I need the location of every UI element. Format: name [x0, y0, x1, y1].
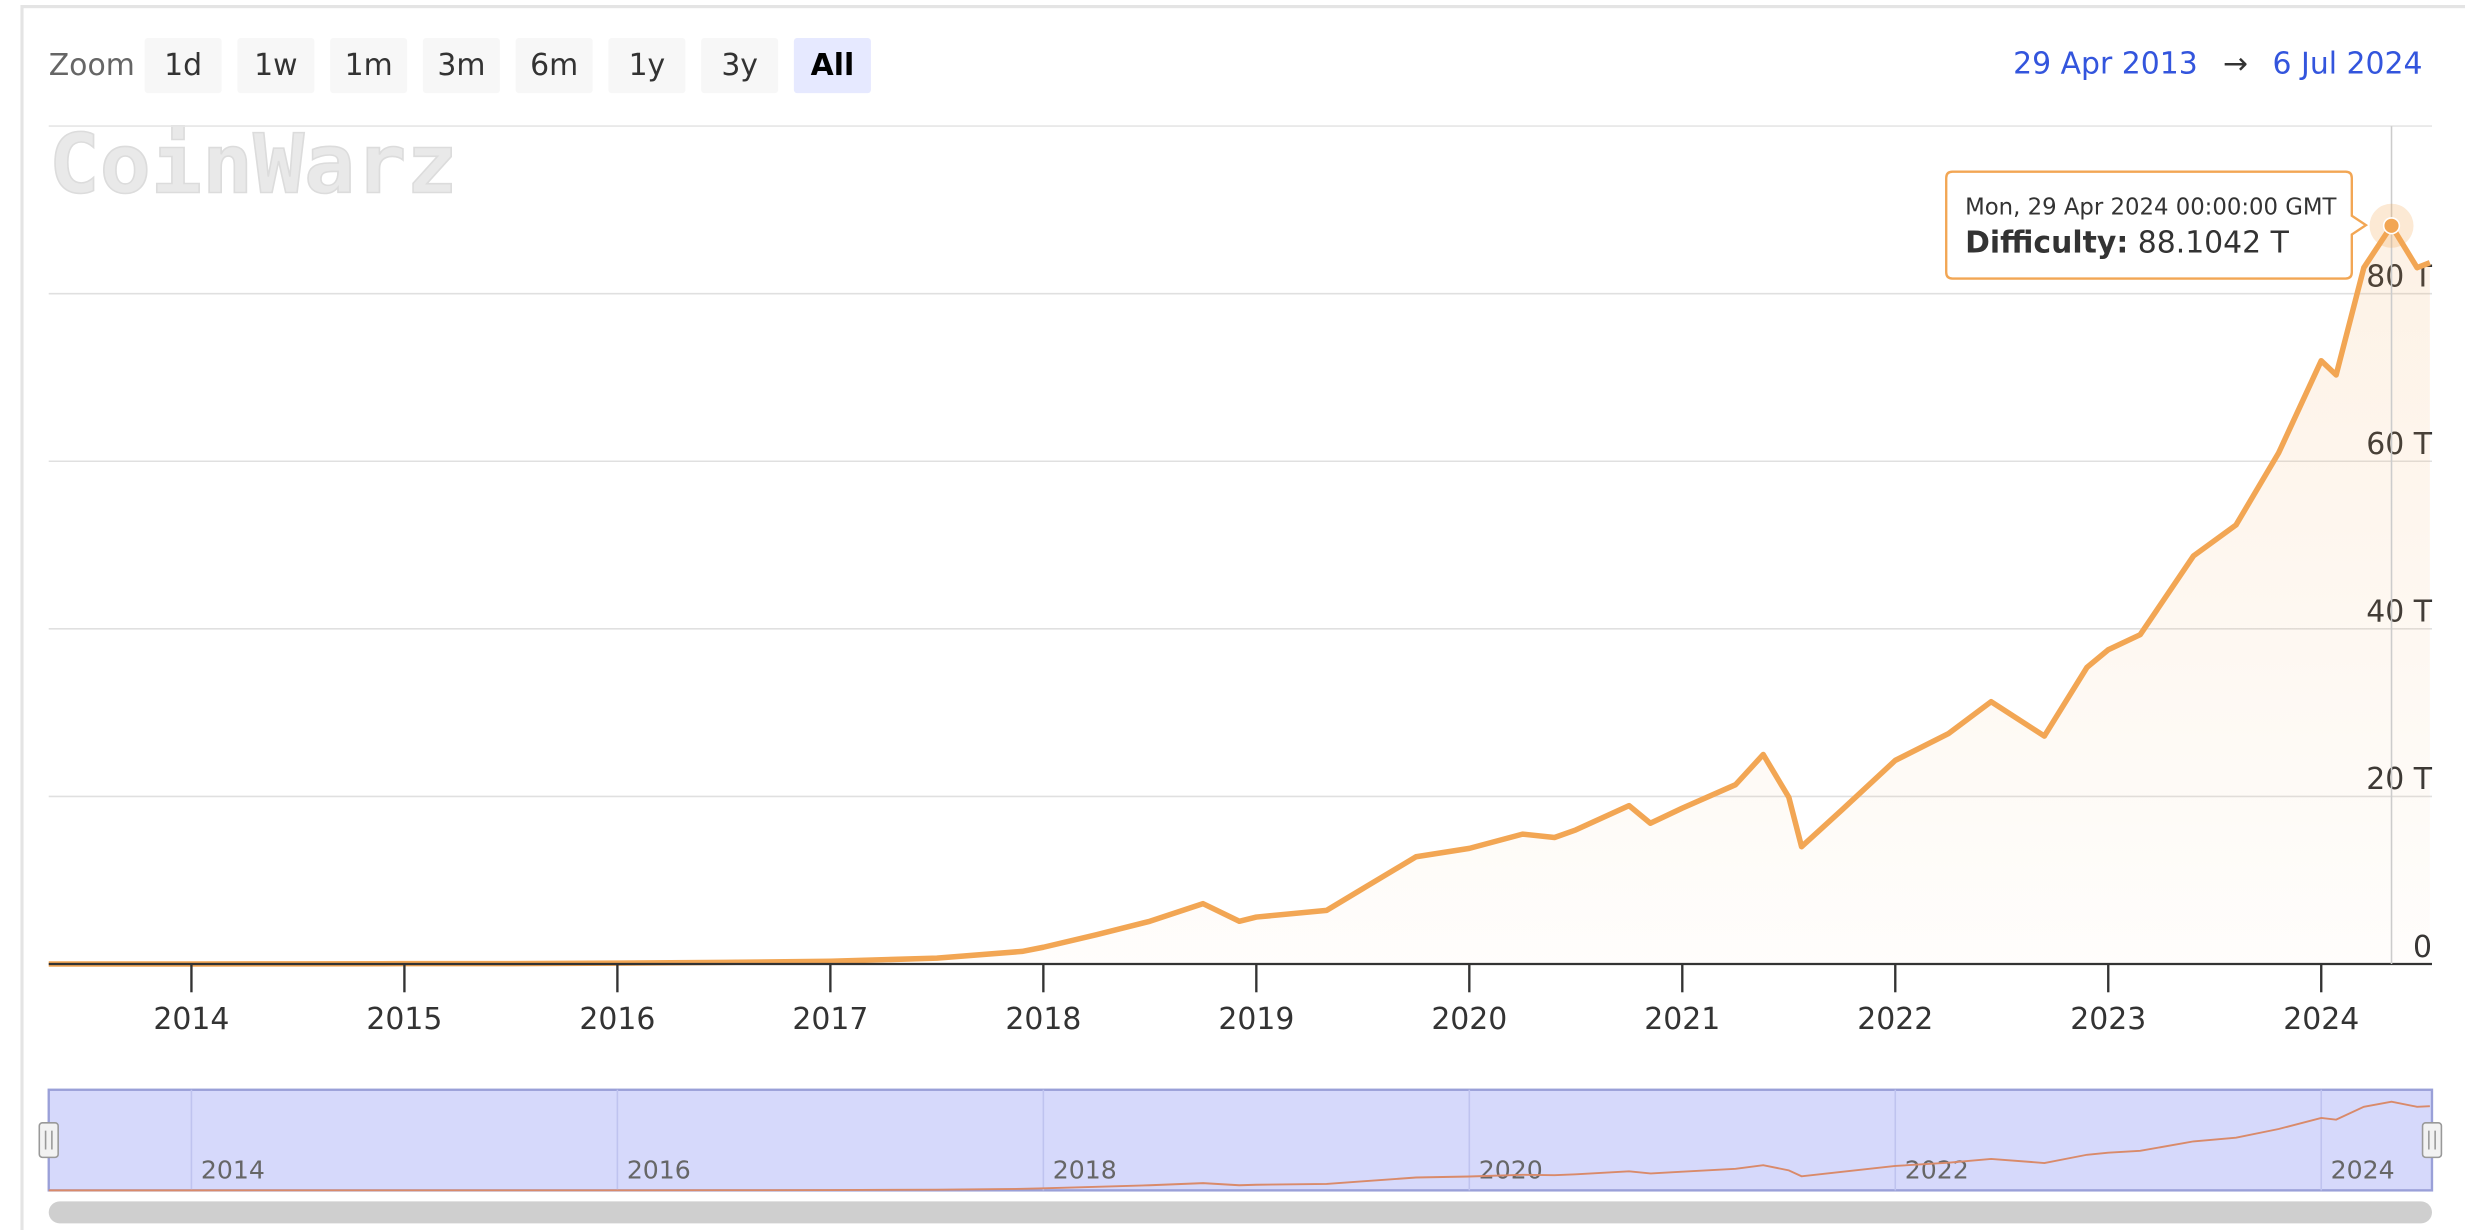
zoom-button-label[interactable]: 1y	[629, 48, 666, 83]
zoom-button-label[interactable]: 1w	[254, 48, 297, 83]
zoom-button[interactable]	[237, 38, 315, 94]
navigator-label: 2020	[1479, 1156, 1543, 1185]
navigator-handle[interactable]	[2421, 1121, 2443, 1159]
zoom-button-label[interactable]: All	[811, 48, 855, 83]
navigator-label: 2016	[627, 1156, 691, 1185]
zoom-button-label[interactable]: 3y	[721, 48, 758, 83]
zoom-button-label[interactable]: 3m	[437, 48, 485, 83]
zoom-button[interactable]	[515, 38, 593, 94]
line	[48, 223, 2431, 967]
zoom-button[interactable]	[608, 38, 686, 94]
x-tick-label: 2020	[1431, 1002, 1507, 1037]
navigator-label: 2024	[2331, 1156, 2395, 1185]
range-from[interactable]: 29 Apr 2013	[2013, 46, 2198, 81]
navigator-label: 2014	[201, 1156, 265, 1185]
range-to[interactable]: 6 Jul 2024	[2273, 46, 2423, 81]
scrollbar[interactable]	[48, 1201, 2432, 1224]
zoom-button[interactable]	[144, 38, 222, 94]
x-tick-label: 2021	[1644, 1002, 1720, 1037]
x-tick-label: 2014	[153, 1002, 229, 1037]
navigator-line	[48, 1100, 2430, 1192]
tooltip-date: Mon, 29 Apr 2024 00:00:00 GMT	[1965, 194, 2336, 220]
x-tick-label: 2019	[1218, 1002, 1294, 1037]
navigator-handle[interactable]	[38, 1121, 59, 1159]
navigator-label: 2018	[1053, 1156, 1117, 1185]
x-tick-label: 2018	[1005, 1002, 1081, 1037]
x-tick-label: 2015	[366, 1002, 442, 1037]
zoom-button[interactable]	[330, 38, 408, 94]
tooltip-value: 88.1042 T	[2138, 225, 2290, 260]
zoom-button[interactable]	[701, 38, 779, 94]
x-tick-label: 2017	[792, 1002, 868, 1037]
x-tick-label: 2023	[2070, 1002, 2146, 1037]
tooltip-box	[1945, 170, 2369, 280]
area	[48, 225, 2430, 964]
hover-marker	[2382, 217, 2401, 235]
watermark: CoinWarz	[49, 118, 458, 213]
x-tick-label: 2022	[1857, 1002, 1933, 1037]
x-tick-label: 2024	[2283, 1002, 2359, 1037]
zoom-button-label[interactable]: 1d	[164, 48, 202, 83]
zoom-button-label[interactable]: 6m	[530, 48, 578, 83]
x-tick-label: 2016	[579, 1002, 655, 1037]
zoom-button[interactable]	[793, 38, 871, 94]
range-arrow: →	[2223, 46, 2248, 81]
zoom-button[interactable]	[422, 38, 500, 94]
tooltip-name: Difficulty:	[1965, 225, 2128, 260]
zoom-button-label[interactable]: 1m	[345, 48, 393, 83]
zoom-label: Zoom	[49, 48, 135, 83]
navigator-label: 2022	[1905, 1156, 1969, 1185]
navigator-bg	[47, 1088, 2434, 1192]
